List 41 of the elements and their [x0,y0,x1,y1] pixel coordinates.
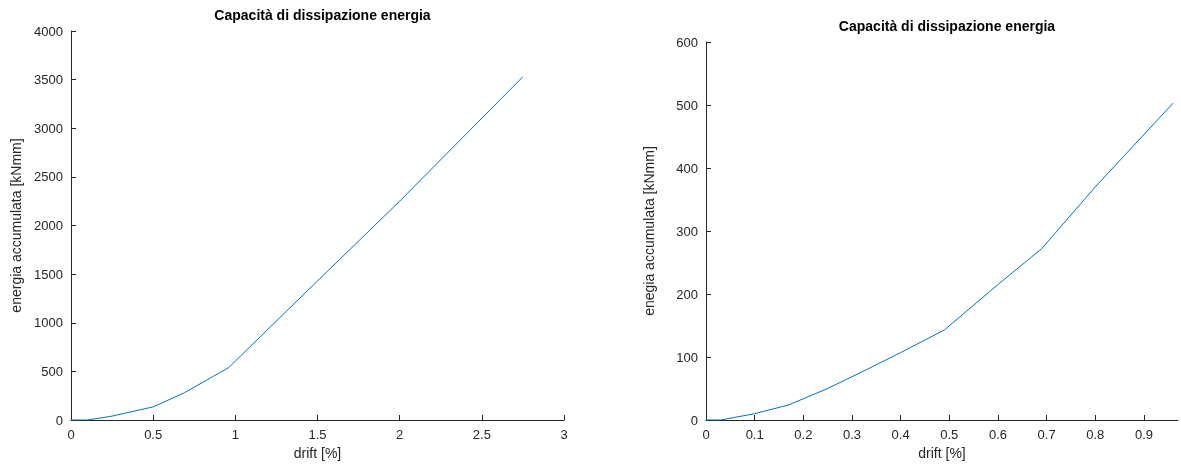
x-tick-label: 0 [702,427,710,442]
y-tick-label: 0 [55,412,63,428]
y-tick-label: 400 [676,160,698,176]
y-tick-label: 3500 [34,72,63,88]
x-tick-label: 0.3 [842,427,862,442]
y-tick-label: 4000 [34,23,63,39]
chart-title: Capacità di dissipazione energia [214,7,431,23]
x-tick-label: 0.5 [940,427,959,442]
x-tick-label: 2 [396,427,404,442]
y-tick-label: 1500 [34,266,63,282]
y-tick-label: 300 [676,223,698,239]
x-tick-label: 0.7 [1037,427,1056,442]
y-tick-label: 500 [41,363,63,379]
y-tick-label: 600 [676,34,698,50]
x-tick-label: 1 [231,427,239,442]
y-tick-label: 3000 [34,120,63,136]
x-tick-label: 0.1 [745,427,764,442]
x-tick-label: 0.4 [891,427,910,442]
x-axis-title: drift [%] [293,445,342,461]
x-tick-label: 3 [560,427,568,442]
chart-title: Capacità di dissipazione energia [838,18,1056,34]
y-tick-label: 2500 [34,169,63,185]
y-tick-label: 500 [676,97,698,113]
y-axis-title: enegia accumulata [kNmm] [641,146,657,316]
x-tick-label: 2.5 [472,427,491,442]
x-tick-label: 0 [67,427,75,442]
x-tick-label: 0.8 [1086,427,1105,442]
x-tick-label: 0.5 [144,427,163,442]
y-tick-label: 200 [676,286,698,302]
y-tick-label: 0 [690,412,698,428]
y-axis-title: energia accumulata [kNmm] [8,138,24,313]
y-tick-label: 2000 [34,218,63,233]
x-tick-label: 0.2 [794,427,813,442]
line-series [705,102,1174,421]
y-tick-label: 100 [676,349,698,365]
y-tick-label: 1000 [34,315,63,331]
x-tick-label: 1.5 [308,427,327,442]
x-tick-label: 0.6 [988,427,1007,442]
line-series [70,76,524,421]
x-axis-title: drift [%] [918,445,966,461]
x-tick-label: 0.9 [1134,427,1153,442]
